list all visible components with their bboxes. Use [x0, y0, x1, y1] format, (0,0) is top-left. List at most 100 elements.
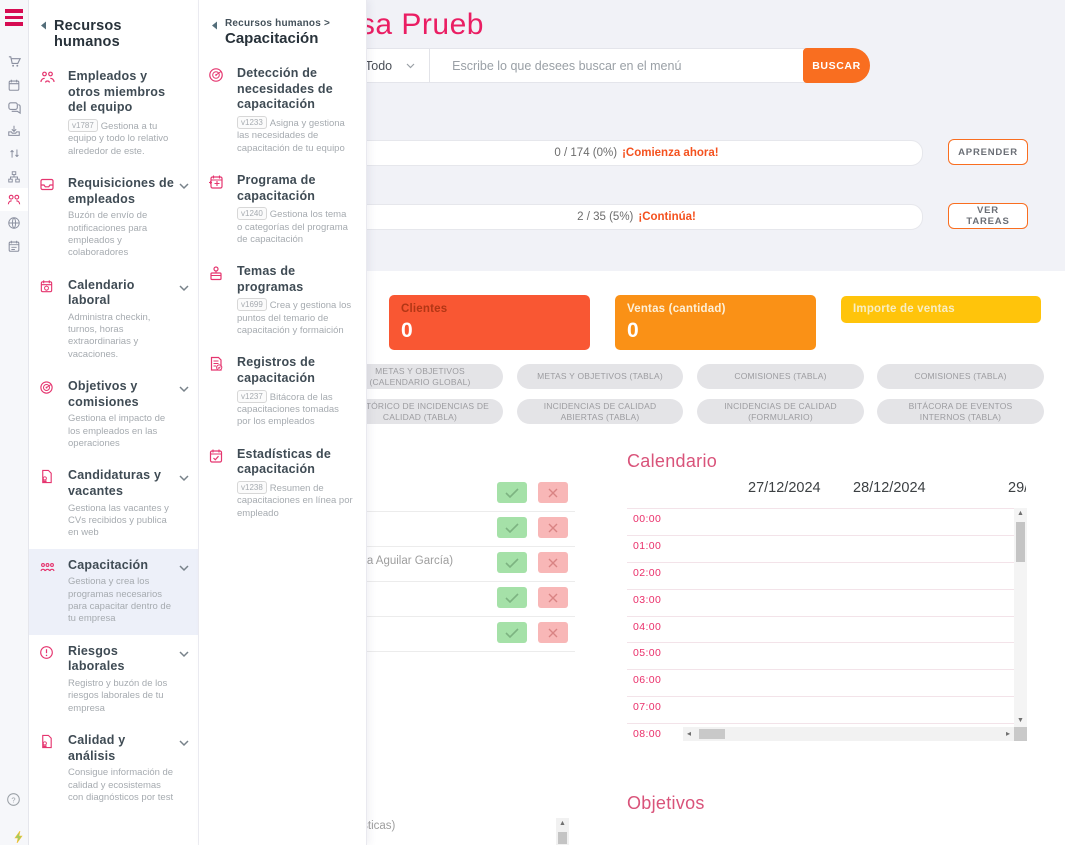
people-icon-active[interactable]	[0, 188, 28, 211]
calendar-row: 02:00	[627, 561, 1014, 589]
reject-button[interactable]	[538, 482, 568, 503]
reject-button[interactable]	[538, 552, 568, 573]
sidebar-item-desc: Gestiona las vacantes y CVs recibidos y …	[68, 502, 169, 539]
sort-arrows-icon[interactable]	[0, 142, 28, 165]
approval-row	[300, 511, 575, 547]
sidebar-item-capacitacion[interactable]: Capacitación Gestiona y crea los program…	[28, 548, 198, 635]
submenu-item-registros[interactable]: Registros de capacitación v1237 Bitácora …	[199, 346, 366, 437]
scrollbar-thumb[interactable]	[1016, 522, 1025, 562]
sidebar-item-candidaturas[interactable]: Candidaturas y vacantes Gestiona las vac…	[28, 459, 198, 548]
approval-row	[300, 616, 575, 652]
approve-button[interactable]	[497, 622, 527, 643]
submenu-item-label: Registros de capacitación	[237, 355, 316, 386]
objectives-scrollbar[interactable]: ▲	[556, 818, 569, 845]
sidebar-item-label: Calidad y análisis	[68, 733, 126, 763]
aprender-button[interactable]: APRENDER	[948, 139, 1028, 165]
search-button[interactable]: BUSCAR	[803, 48, 870, 83]
calendar-grid[interactable]: 00:00 01:00 02:00 03:00 04:00 05:00 06:0…	[627, 508, 1014, 741]
calendar-note-icon[interactable]	[0, 234, 28, 257]
submenu-item-desc: Crea y gestiona los puntos del temario d…	[237, 300, 352, 337]
learning-progress-bar: 0 / 174 (0%) ¡Comienza ahora!	[350, 140, 923, 166]
scrollbar-thumb[interactable]	[699, 729, 725, 739]
menu-search-bar: Todo BUSCAR	[350, 48, 870, 83]
org-chart-icon[interactable]	[0, 165, 28, 188]
search-scope-select[interactable]: Todo	[351, 49, 429, 82]
scrollbar-corner	[1014, 727, 1027, 741]
chevron-down-icon	[179, 285, 189, 292]
quick-button-metas-tabla[interactable]: METAS Y OBJETIVOS (TABLA)	[517, 364, 683, 389]
calendar-row: 07:00	[627, 696, 1014, 723]
reject-button[interactable]	[538, 587, 568, 608]
approve-button[interactable]	[497, 587, 527, 608]
ver-tareas-button[interactable]: VER TAREAS	[948, 203, 1028, 229]
kpi-value: 0	[401, 319, 413, 342]
progress-cta: ¡Comienza ahora!	[622, 147, 719, 159]
quick-button-incidencias-abiertas[interactable]: INCIDENCIAS DE CALIDAD ABIERTAS (TABLA)	[517, 399, 683, 424]
collapse-back-icon[interactable]	[40, 21, 47, 30]
scroll-left-arrow-icon[interactable]: ◂	[686, 729, 691, 738]
inbox-download-icon[interactable]	[0, 119, 28, 142]
chevron-down-icon	[179, 565, 189, 572]
hamburger-menu-icon[interactable]	[5, 9, 23, 29]
calendar-horizontal-scrollbar[interactable]: ◂ ▸	[683, 727, 1014, 741]
reject-button[interactable]	[538, 622, 568, 643]
calendar-row: 00:00	[627, 508, 1014, 535]
version-badge: v1233	[237, 115, 267, 129]
approve-button[interactable]	[497, 552, 527, 573]
chat-icon[interactable]	[0, 96, 28, 119]
scroll-down-arrow-icon[interactable]: ▼	[1017, 717, 1024, 724]
scroll-up-arrow-icon[interactable]: ▲	[559, 820, 566, 827]
calendar-date: 28/12/2024	[853, 480, 926, 496]
collapse-back-icon[interactable]	[211, 21, 218, 30]
submenu-item-deteccion-necesidades[interactable]: Detección de necesidades de capacitación…	[199, 57, 366, 164]
radar-icon	[208, 67, 224, 83]
time-label: 03:00	[633, 593, 662, 606]
person-box-icon	[208, 265, 224, 281]
calendar-date-header: 27/12/2024 28/12/2024 29/12/2024	[627, 480, 1026, 502]
search-input[interactable]	[430, 57, 869, 74]
sidebar-item-objetivos-comisiones[interactable]: Objetivos y comisiones Gestiona el impac…	[28, 370, 198, 459]
submenu-item-label: Detección de necesidades de capacitación	[237, 66, 333, 112]
time-label: 04:00	[633, 620, 662, 633]
sidebar-item-desc: Consigue información de calidad y ecosis…	[68, 767, 174, 803]
calendar-vertical-scrollbar[interactable]: ▲ ▼	[1014, 508, 1027, 727]
chevron-down-icon	[179, 475, 189, 482]
submenu-title: Capacitación	[225, 30, 319, 47]
sidebar-item-calendario-laboral[interactable]: Calendario laboral Administra checkin, t…	[28, 269, 198, 371]
submenu-item-label: Temas de programas	[237, 264, 304, 294]
document-ribbon-icon	[39, 734, 54, 749]
submenu-item-desc: Gestiona los tema o categorías del progr…	[237, 209, 348, 245]
submenu-item-label: Programa de capacitación	[237, 172, 316, 203]
approve-button[interactable]	[497, 482, 527, 503]
submenu-item-programa[interactable]: Programa de capacitación v1240 Gestiona l…	[199, 164, 366, 255]
scroll-right-arrow-icon[interactable]: ▸	[1005, 729, 1010, 738]
tasks-progress-bar: 2 / 35 (5%) ¡Continúa!	[350, 204, 923, 230]
sidebar-item-riesgos[interactable]: Riesgos laborales Registro y buzón de lo…	[28, 635, 198, 724]
sidebar-item-requisiciones[interactable]: Requisiciones de empleados Buzón de enví…	[28, 167, 198, 269]
kpi-label: Clientes	[401, 303, 448, 315]
calendar-icon[interactable]	[0, 73, 28, 96]
time-label: 05:00	[633, 647, 662, 660]
approve-button[interactable]	[497, 517, 527, 538]
sidebar-item-calidad[interactable]: Calidad y análisis Consigue información …	[28, 724, 198, 813]
time-label: 02:00	[633, 566, 662, 579]
reject-button[interactable]	[538, 517, 568, 538]
warning-circle-icon	[39, 645, 54, 660]
quick-button-bitacora-eventos[interactable]: BITÁCORA DE EVENTOS INTERNOS (TABLA)	[877, 399, 1044, 424]
submenu-item-temas[interactable]: Temas de programas v1699 Crea y gestiona …	[199, 255, 366, 346]
sidebar-item-empleados[interactable]: Empleados y otros miembros del equipo v1…	[28, 60, 198, 167]
cart-icon[interactable]	[0, 50, 28, 73]
submenu-item-estadisticas[interactable]: Estadísticas de capacitación v1238 Resume…	[199, 438, 366, 529]
objectives-title: Objetivos	[627, 793, 705, 813]
approval-row	[300, 581, 575, 617]
quick-button-comisiones-2[interactable]: COMISIONES (TABLA)	[877, 364, 1044, 389]
quick-button-comisiones-1[interactable]: COMISIONES (TABLA)	[697, 364, 864, 389]
help-icon[interactable]: ?	[6, 792, 21, 807]
globe-icon[interactable]	[0, 211, 28, 234]
scrollbar-thumb[interactable]	[558, 832, 567, 844]
quick-button-incidencias-formulario[interactable]: INCIDENCIAS DE CALIDAD (FORMULARIO)	[697, 399, 864, 424]
sidebar-item-desc: Administra checkin, turnos, horas extrao…	[68, 311, 151, 360]
scroll-up-arrow-icon[interactable]: ▲	[1017, 510, 1024, 517]
approval-row-label: (María Aguilar García)	[340, 555, 454, 567]
